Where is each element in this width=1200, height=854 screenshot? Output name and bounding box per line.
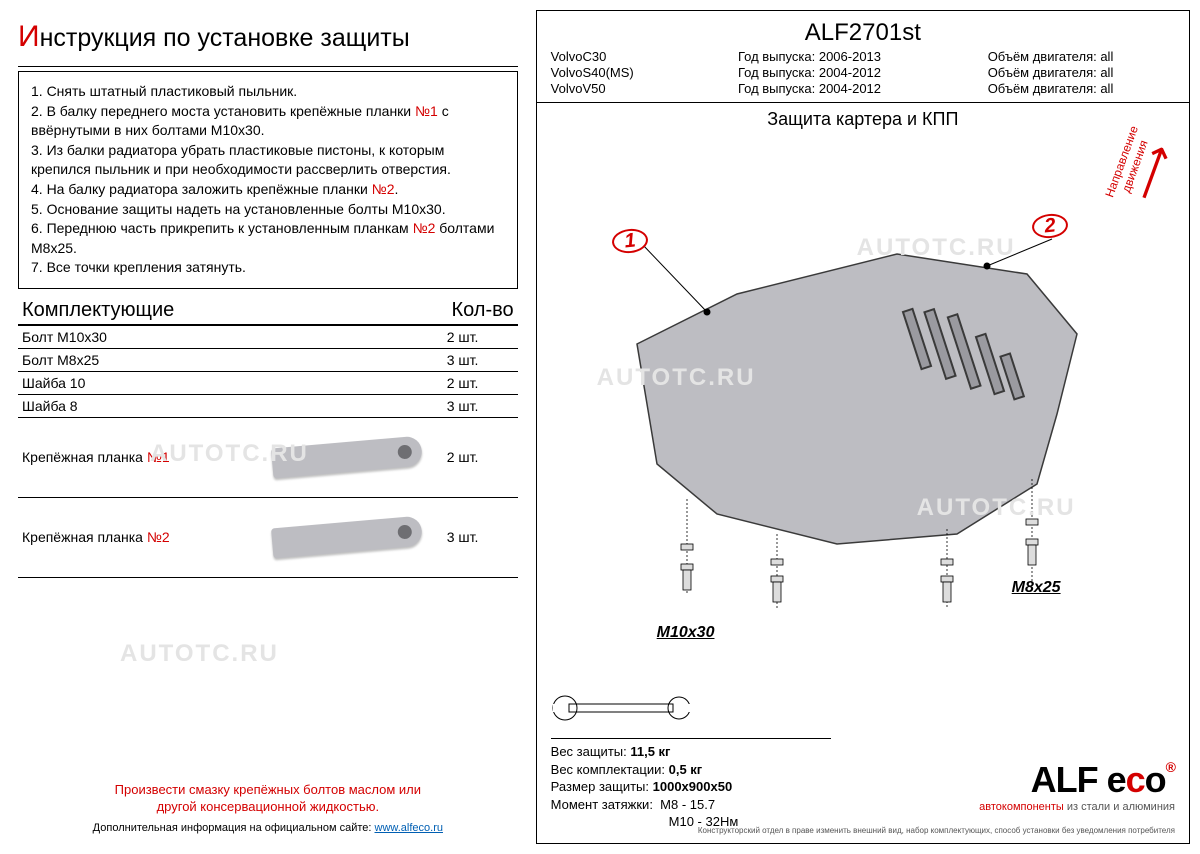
logo-c: с	[1126, 759, 1145, 800]
parts-header: Комплектующие Кол-во	[18, 293, 518, 326]
planka1-qty: 2 шт.	[443, 417, 518, 497]
instruction-line: 3. Из балки радиатора убрать пластиковые…	[31, 141, 505, 180]
parts-row: Болт М10х302 шт.	[18, 326, 518, 349]
car-engine: Объём двигателя: all	[988, 49, 1175, 64]
parts-header-left: Комплектующие	[22, 299, 174, 322]
label-m8: М8х25	[1012, 579, 1061, 597]
skid-plate-svg	[557, 214, 1117, 614]
spec-size: 1000х900х50	[653, 779, 733, 794]
spec-weight: 11,5 кг	[630, 744, 670, 759]
car-years: Год выпуска: 2006-2013	[738, 49, 988, 64]
car-engine: Объём двигателя: all	[988, 81, 1175, 96]
car-years: Год выпуска: 2004-2012	[738, 65, 988, 80]
footer-note-l2: другой консервационной жидкостью.	[18, 799, 518, 816]
instruction-line: 5. Основание защиты надеть на установлен…	[31, 200, 505, 220]
planka2-name: Крепёжная планка	[22, 529, 147, 545]
parts-table: Болт М10х302 шт.Болт М8х253 шт.Шайба 102…	[18, 326, 518, 578]
planka2-ref: №2	[147, 529, 170, 545]
car-years: Год выпуска: 2004-2012	[738, 81, 988, 96]
car-engine: Объём двигателя: all	[988, 65, 1175, 80]
logo-sub-2: из стали и алюминия	[1064, 801, 1175, 813]
spec-size-label: Размер защиты:	[551, 779, 649, 794]
parts-header-right: Кол-во	[451, 299, 513, 322]
diagram-area: Направление движения ⟶	[537, 134, 1189, 843]
logo: ALF eсо® автокомпоненты из стали и алюми…	[979, 759, 1175, 813]
planka1-shape	[271, 436, 423, 479]
logo-sub-1: автокомпоненты	[979, 801, 1064, 813]
instructions-box: 1. Снять штатный пластиковый пыльник.2. …	[18, 71, 518, 289]
planka-row-1: Крепёжная планка №1 2 шт.	[18, 417, 518, 497]
parts-row: Болт М8х253 шт.	[18, 348, 518, 371]
spec-kit-label: Вес комплектации:	[551, 762, 665, 777]
instruction-line: 4. На балку радиатора заложить крепёжные…	[31, 180, 505, 200]
instruction-line: 2. В балку переднего моста установить кр…	[31, 102, 505, 141]
specs: Вес защиты: 11,5 кг Вес комплектации: 0,…	[551, 738, 831, 831]
spec-torque-label: Момент затяжки:	[551, 797, 653, 812]
label-m10: М10х30	[657, 624, 715, 642]
parts-row: Шайба 102 шт.	[18, 371, 518, 394]
planka-row-2: Крепёжная планка №2 3 шт.	[18, 497, 518, 577]
car-model: VolvoV50	[551, 81, 738, 96]
spec-kit: 0,5 кг	[669, 762, 703, 777]
planka1-name: Крепёжная планка	[22, 449, 147, 465]
spec-weight-label: Вес защиты:	[551, 744, 627, 759]
planka1-ref: №1	[147, 449, 170, 465]
title-rest: нструкция по установке защиты	[40, 24, 410, 52]
model-code: ALF2701st	[537, 11, 1189, 47]
parts-row: Шайба 83 шт.	[18, 394, 518, 417]
footer-link: Дополнительная информация на официальном…	[18, 822, 518, 834]
main-title: Инструкция по установке защиты	[18, 20, 518, 67]
title-cap: И	[18, 20, 40, 53]
car-model: VolvoS40(MS)	[551, 65, 738, 80]
instruction-line: 7. Все точки крепления затянуть.	[31, 258, 505, 278]
instruction-line: 6. Переднюю часть прикрепить к установле…	[31, 219, 505, 258]
footer-link-pre: Дополнительная информация на официальном…	[93, 822, 375, 834]
direction-arrow: Направление движения ⟶	[1102, 142, 1177, 194]
planka2-qty: 3 шт.	[443, 497, 518, 577]
subtitle: Защита картера и КПП	[537, 103, 1189, 134]
car-rows: VolvoC30Год выпуска: 2006-2013Объём двиг…	[537, 47, 1189, 103]
logo-reg: ®	[1166, 759, 1175, 775]
wrench-icon	[551, 693, 691, 723]
car-model: VolvoC30	[551, 49, 738, 64]
logo-text: ALF e	[1031, 759, 1126, 800]
footer-link-url[interactable]: www.alfeco.ru	[375, 822, 443, 834]
instruction-line: 1. Снять штатный пластиковый пыльник.	[31, 82, 505, 102]
fineprint: Конструкторский отдел в праве изменить в…	[698, 826, 1175, 835]
logo-o: о	[1145, 759, 1166, 800]
planka2-shape	[271, 516, 423, 559]
footer-note-l1: Произвести смазку крепёжных болтов масло…	[18, 782, 518, 799]
footer-note: Произвести смазку крепёжных болтов масло…	[18, 782, 518, 816]
spec-torque1: М8 - 15.7	[660, 797, 715, 812]
